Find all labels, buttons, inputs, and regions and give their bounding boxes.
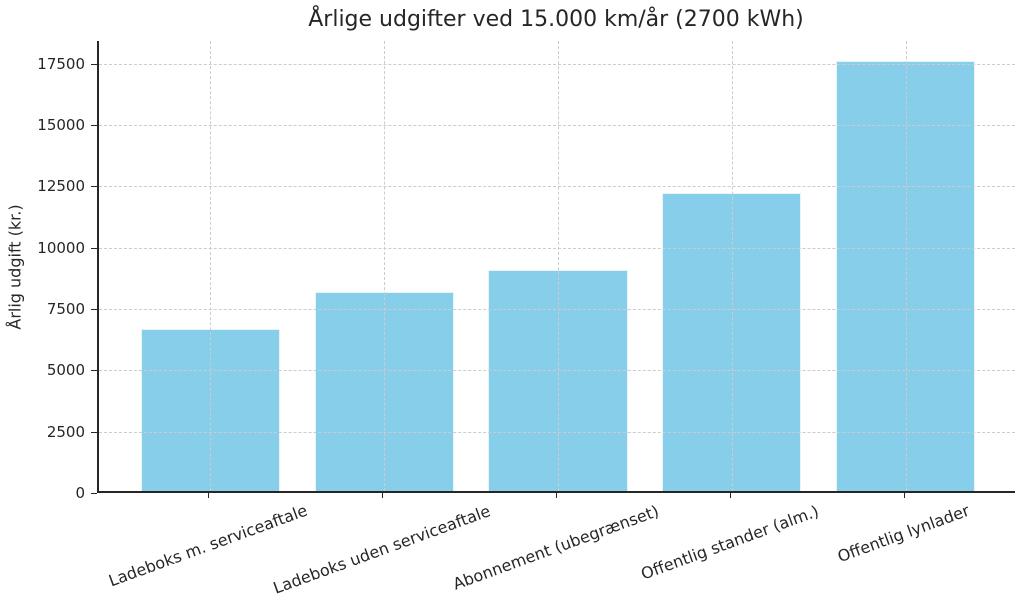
bar-3: [662, 193, 802, 491]
y-tick-label-15000: 15000: [37, 116, 85, 135]
y-tick-mark-10000: [91, 247, 97, 249]
y-tick-mark-15000: [91, 125, 97, 127]
x-tick-mark-2: [556, 493, 557, 498]
y-tick-mark-17500: [91, 63, 97, 65]
y-tick-label-2500: 2500: [46, 422, 85, 441]
y-tick-mark-7500: [91, 309, 97, 311]
x-tick-label-4: Offentlig lynlader: [835, 500, 973, 567]
h-gridline-5000: [99, 370, 1015, 372]
v-gridline-1: [384, 41, 386, 491]
h-gridline-2500: [99, 431, 1015, 433]
x-tick-mark-1: [382, 493, 384, 498]
y-tick-mark-5000: [91, 370, 97, 372]
y-tick-mark-0: [91, 493, 97, 494]
bar-2: [488, 270, 628, 491]
v-gridline-0: [210, 41, 212, 491]
x-tick-mark-0: [208, 493, 210, 498]
h-gridline-17500: [99, 63, 1015, 65]
x-tick-label-3: Offentlig stander (alm.): [638, 501, 822, 584]
v-gridline-2: [558, 41, 559, 491]
h-gridline-10000: [99, 247, 1015, 249]
plot-area: [97, 41, 1015, 493]
x-tick-mark-3: [729, 493, 731, 498]
y-tick-label-5000: 5000: [46, 361, 85, 380]
y-tick-label-10000: 10000: [37, 238, 85, 257]
h-gridline-15000: [99, 125, 1015, 127]
y-tick-label-7500: 7500: [46, 300, 85, 319]
y-tick-mark-2500: [91, 431, 97, 433]
h-gridline-12500: [99, 186, 1015, 188]
y-tick-label-0: 0: [75, 484, 85, 502]
y-tick-label-12500: 12500: [37, 177, 85, 196]
bar-4: [836, 60, 976, 491]
h-gridline-7500: [99, 309, 1015, 311]
x-tick-mark-4: [903, 493, 905, 498]
v-gridline-3: [731, 41, 733, 491]
bar-1: [314, 292, 454, 491]
y-tick-label-17500: 17500: [37, 54, 85, 73]
y-tick-mark-12500: [91, 186, 97, 188]
chart-title: Årlige udgifter ved 15.000 km/år (2700 k…: [308, 7, 804, 32]
bar-0: [140, 328, 280, 491]
v-gridline-4: [905, 41, 907, 491]
